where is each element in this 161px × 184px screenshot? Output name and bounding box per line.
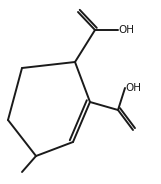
Text: OH: OH xyxy=(119,25,135,35)
Text: OH: OH xyxy=(126,83,142,93)
